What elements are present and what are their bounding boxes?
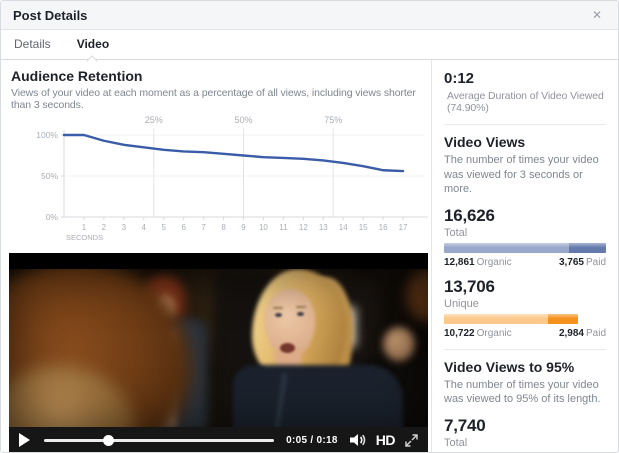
svg-text:17: 17 xyxy=(399,223,408,232)
dialog-title: Post Details xyxy=(13,7,88,23)
paid-segment xyxy=(569,242,606,253)
svg-text:0%: 0% xyxy=(46,212,59,222)
metric-label: Unique xyxy=(444,297,479,310)
paid-count: 3,765 xyxy=(558,256,584,268)
svg-text:2: 2 xyxy=(102,223,107,232)
actress-blazer xyxy=(233,365,403,427)
svg-text:9: 9 xyxy=(241,223,246,232)
svg-text:100%: 100% xyxy=(36,130,58,140)
metric-split-row: 12,861 Organic 3,765 Paid xyxy=(444,257,606,268)
svg-text:50%: 50% xyxy=(234,115,252,125)
section-title: Video Views to 95% xyxy=(444,358,575,375)
metric-bar-fill xyxy=(444,313,578,324)
seek-thumb[interactable] xyxy=(103,435,115,446)
background-head-right xyxy=(407,269,428,321)
organic-label: 12,861 Organic xyxy=(444,256,512,268)
metric-value: 7,740 xyxy=(444,415,486,435)
organic-count: 12,861 xyxy=(444,256,475,268)
svg-text:50%: 50% xyxy=(41,171,58,181)
dialog-body: Audience Retention Views of your video a… xyxy=(1,60,618,452)
dialog-header: Post Details ✕ xyxy=(1,1,618,30)
metric-bar-fill xyxy=(444,242,606,253)
video-player[interactable]: 0:05 / 0:18 HD xyxy=(9,253,428,452)
video-scene xyxy=(9,269,428,427)
metric-bar xyxy=(444,242,606,253)
tab-video-label: Video xyxy=(76,36,110,51)
actress-brow xyxy=(296,306,306,308)
letterbox-bar xyxy=(9,253,428,269)
svg-text:75%: 75% xyxy=(324,115,342,125)
metric-value: 16,626 xyxy=(444,205,495,225)
metric-label: Total xyxy=(444,436,468,449)
svg-text:10: 10 xyxy=(259,223,268,232)
scene-vignette xyxy=(9,269,428,427)
section-description: The number of times your video was viewe… xyxy=(444,154,599,196)
fullscreen-icon[interactable] xyxy=(405,433,418,447)
retention-chart: 25% 50% 75%100%50%0%1 2 3 4 5 6 7 8 9 10 11 12 13 14 15 1… xyxy=(36,115,428,242)
section-title: Video Views xyxy=(444,134,526,150)
paid-label: 2,984 Paid xyxy=(558,327,606,339)
close-icon[interactable]: ✕ xyxy=(591,8,602,22)
metric-value: 13,706 xyxy=(444,276,495,296)
metric-split-row: 10,722 Organic 2,984 Paid xyxy=(444,328,606,339)
organic-label: 10,722 Organic xyxy=(444,327,512,339)
organic-segment xyxy=(444,313,549,324)
svg-text:7: 7 xyxy=(201,223,206,232)
svg-text:12: 12 xyxy=(299,223,308,232)
svg-text:SECONDS: SECONDS xyxy=(66,233,103,242)
tab-details[interactable]: Details xyxy=(14,36,51,51)
retention-subtitle: Views of your video at each moment as a … xyxy=(11,87,416,111)
metric-section: Video Views to 95% The number of times yo… xyxy=(444,348,606,452)
svg-text:14: 14 xyxy=(339,223,348,232)
metric-bar xyxy=(444,313,606,324)
seek-track[interactable] xyxy=(44,439,275,442)
sidebar-sections: Video Views The number of times your vide… xyxy=(444,124,606,452)
actress-mouth xyxy=(280,343,295,353)
svg-text:5: 5 xyxy=(161,223,166,232)
retention-line xyxy=(62,133,405,173)
hd-toggle[interactable]: HD xyxy=(375,432,396,448)
svg-text:13: 13 xyxy=(319,223,328,232)
paid-segment xyxy=(548,313,578,324)
paid-label: 3,765 Paid xyxy=(558,256,606,268)
svg-text:6: 6 xyxy=(181,223,186,232)
svg-text:11: 11 xyxy=(279,223,288,232)
svg-text:8: 8 xyxy=(221,223,226,232)
tab-video[interactable]: Video xyxy=(76,30,110,67)
seek-bar[interactable] xyxy=(44,434,275,446)
actress-eye xyxy=(297,312,304,316)
metric-section: Video Views The number of times your vide… xyxy=(444,124,606,339)
actress-brow xyxy=(273,307,283,309)
svg-text:4: 4 xyxy=(142,223,147,232)
background-man-head xyxy=(383,327,415,361)
organic-segment xyxy=(444,242,570,253)
sidebar: 0:12 Average Duration of Video Viewed (7… xyxy=(431,60,618,452)
actress-eye xyxy=(275,313,282,317)
main-column: Audience Retention Views of your video a… xyxy=(1,60,431,452)
volume-icon[interactable] xyxy=(349,433,366,447)
retention-title: Audience Retention xyxy=(11,68,143,84)
metric-label: Total xyxy=(444,226,468,239)
svg-text:16: 16 xyxy=(379,223,388,232)
time-display: 0:05 / 0:18 xyxy=(286,434,338,446)
svg-text:3: 3 xyxy=(122,223,127,232)
avg-duration-value: 0:12 xyxy=(444,70,475,87)
svg-text:1: 1 xyxy=(82,223,87,232)
section-description: The number of times your video was viewe… xyxy=(444,378,601,406)
svg-text:15: 15 xyxy=(359,223,368,232)
paid-count: 2,984 xyxy=(558,327,584,339)
organic-count: 10,722 xyxy=(444,327,475,339)
avg-duration-label: Average Duration of Video Viewed (74.90%… xyxy=(447,90,604,114)
player-controls: 0:05 / 0:18 HD xyxy=(9,427,428,452)
svg-text:25%: 25% xyxy=(145,115,163,125)
play-button[interactable] xyxy=(19,433,30,447)
tab-bar: Details Video xyxy=(1,30,618,67)
